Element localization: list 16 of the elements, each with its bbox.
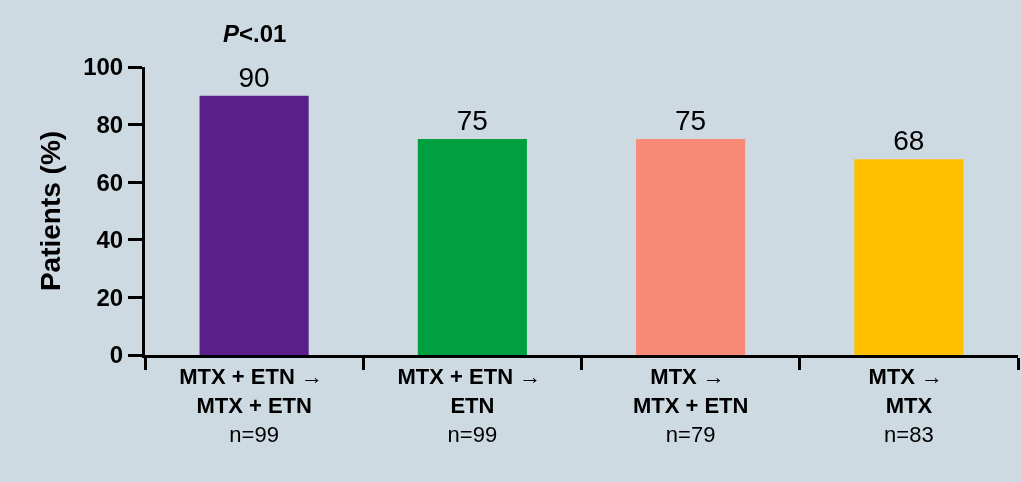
x-tick-label: MTX + ETN → MTX + ETN n=99 xyxy=(179,364,330,447)
y-tick-label: 100 xyxy=(83,53,124,81)
y-axis-title: Patients (%) xyxy=(34,130,66,292)
y-tick-label: 0 xyxy=(109,341,124,369)
x-tick-label: MTX → MTX + ETN n=79 xyxy=(632,364,749,447)
y-tick-label: 80 xyxy=(96,111,124,138)
data-label: 90 xyxy=(238,61,270,93)
data-label: 75 xyxy=(675,105,707,136)
y-tick-label: 40 xyxy=(96,226,124,254)
data-label: 68 xyxy=(893,125,925,157)
data-label: 75 xyxy=(456,105,488,136)
x-tick-label: MTX + ETN → ETN n=99 xyxy=(397,364,548,447)
y-tick-label: 20 xyxy=(96,283,124,311)
annotation: P<.01 xyxy=(223,20,287,47)
x-tick-label: MTX → MTX n=83 xyxy=(868,364,950,447)
y-tick-label: 60 xyxy=(96,168,124,196)
